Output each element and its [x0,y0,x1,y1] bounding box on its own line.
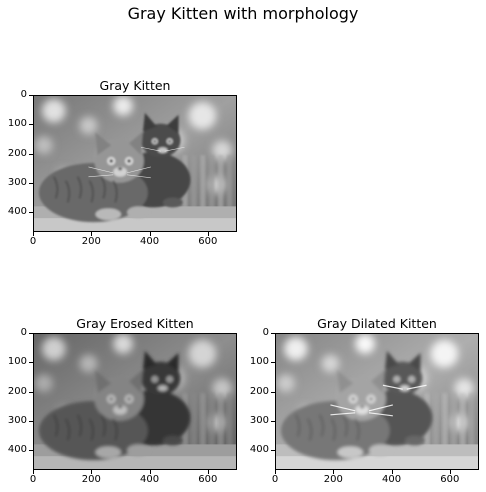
x-tick-mark [33,232,34,236]
x-tick-label: 400 [140,474,160,485]
y-tick-label: 300 [249,415,269,426]
x-tick-mark [275,470,276,474]
x-tick-mark [33,470,34,474]
x-tick-mark [333,470,335,474]
x-tick-mark [449,470,451,474]
x-tick-mark [207,470,209,474]
x-tick-label: 0 [29,474,37,485]
y-tick-mark [271,391,275,393]
y-tick-mark [29,212,33,214]
x-tick-mark [149,232,151,236]
y-tick-mark [29,183,33,184]
y-tick-mark [271,421,275,422]
x-tick-label: 600 [198,474,218,485]
y-tick-mark [29,124,33,126]
y-tick-label: 400 [7,206,27,218]
y-tick-label: 200 [7,147,27,159]
x-tick-mark [91,470,93,474]
panel-title: Gray Erosed Kitten [76,316,194,331]
y-tick-label: 400 [7,444,27,456]
y-tick-label: 200 [7,385,27,397]
y-tick-label: 100 [7,356,27,368]
y-tick-mark [29,362,33,364]
y-tick-mark [271,362,275,364]
x-tick-label: 200 [81,236,101,247]
y-tick-label: 100 [249,356,269,368]
y-tick-label: 300 [7,177,27,188]
kitten-image-eroded [33,333,237,470]
y-tick-mark [29,153,33,155]
figure-title: Gray Kitten with morphology [127,4,359,23]
x-tick-label: 200 [81,474,101,485]
x-tick-label: 400 [140,236,160,247]
y-tick-label: 0 [20,89,27,100]
y-tick-label: 200 [249,385,269,397]
x-tick-label: 600 [440,474,460,485]
x-tick-label: 0 [29,236,37,247]
y-tick-mark [29,95,33,96]
y-tick-label: 300 [7,415,27,426]
x-tick-label: 0 [271,474,279,485]
x-tick-mark [91,232,93,236]
y-tick-label: 0 [262,327,269,338]
x-tick-label: 600 [198,236,218,247]
y-tick-mark [271,450,275,452]
y-tick-mark [271,333,275,334]
panel-title: Gray Dilated Kitten [317,316,437,331]
kitten-image-original [33,95,237,232]
x-tick-mark [149,470,151,474]
x-tick-label: 400 [382,474,402,485]
kitten-image-dilated [275,333,479,470]
y-tick-mark [29,421,33,422]
y-tick-mark [29,333,33,334]
x-tick-label: 200 [323,474,343,485]
y-tick-label: 100 [7,118,27,130]
y-tick-label: 0 [20,327,27,338]
panel-title: Gray Kitten [99,78,171,93]
y-tick-mark [29,391,33,393]
y-tick-label: 400 [249,444,269,456]
x-tick-mark [207,232,209,236]
y-tick-mark [29,450,33,452]
x-tick-mark [391,470,393,474]
